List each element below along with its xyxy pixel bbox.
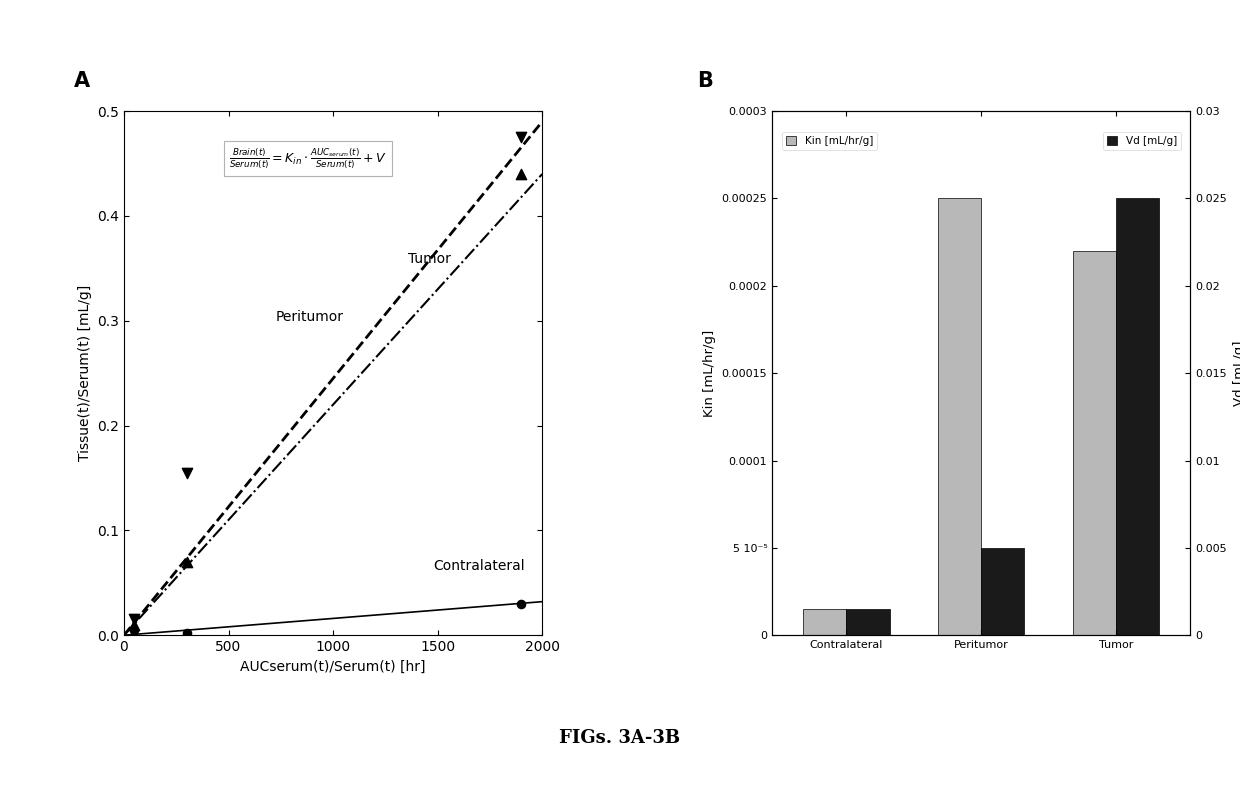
Y-axis label: Kin [mL/hr/g]: Kin [mL/hr/g]	[703, 330, 715, 417]
Point	[124, 619, 144, 631]
Point	[511, 168, 531, 180]
Text: Tumor: Tumor	[408, 252, 450, 266]
Bar	[847, 609, 889, 635]
Point	[124, 623, 144, 636]
Point	[177, 556, 197, 569]
Point	[177, 466, 197, 479]
Text: B: B	[697, 71, 713, 91]
Point	[511, 131, 531, 144]
X-axis label: AUCserum(t)/Serum(t) [hr]: AUCserum(t)/Serum(t) [hr]	[241, 660, 425, 673]
Bar	[981, 548, 1024, 635]
Point	[511, 597, 531, 610]
Y-axis label: Tissue(t)/Serum(t) [mL/g]: Tissue(t)/Serum(t) [mL/g]	[78, 285, 92, 461]
Text: Peritumor: Peritumor	[277, 310, 343, 324]
Point	[124, 613, 144, 626]
Text: Contralateral: Contralateral	[434, 559, 525, 573]
Text: FIGs. 3A-3B: FIGs. 3A-3B	[559, 730, 681, 747]
Bar	[804, 609, 847, 635]
Bar	[939, 198, 981, 635]
Text: A: A	[74, 71, 91, 91]
Y-axis label: Vd [mL/g]: Vd [mL/g]	[1233, 341, 1240, 406]
Bar	[1116, 198, 1159, 635]
Text: $\frac{Brain(t)}{Serum(t)} = K_{in} \cdot \frac{AUC_{serum}(t)}{Serum(t)} + V$: $\frac{Brain(t)}{Serum(t)} = K_{in} \cdo…	[229, 146, 387, 171]
Bar	[1073, 251, 1116, 635]
Legend: Vd [mL/g]: Vd [mL/g]	[1102, 132, 1180, 150]
Point	[177, 626, 197, 639]
